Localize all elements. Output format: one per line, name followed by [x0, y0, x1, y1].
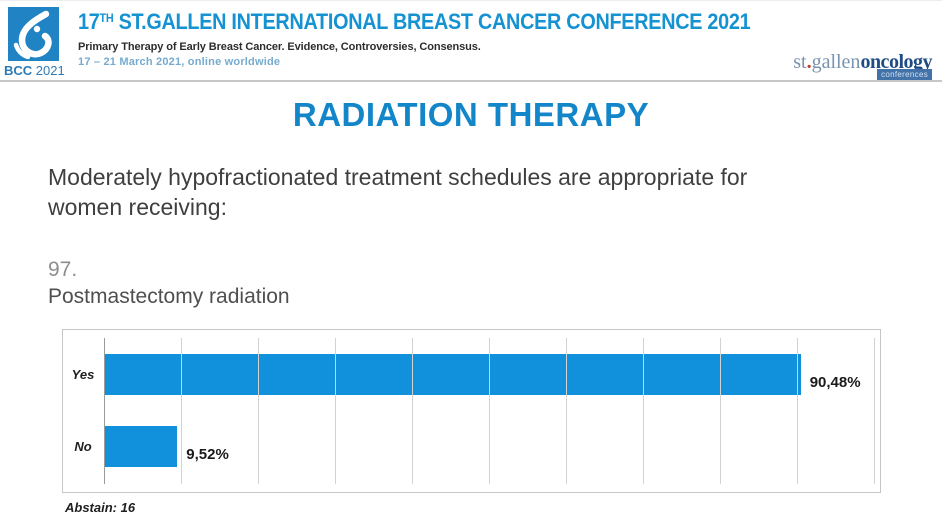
bar-yes	[104, 354, 801, 395]
gridline	[797, 338, 798, 484]
conference-title-ordinal: TH	[99, 11, 114, 25]
question-number: 97.	[48, 258, 78, 281]
gridline	[258, 338, 259, 484]
question-text: Moderately hypofractionated treatment sc…	[48, 162, 747, 222]
value-label-no: 9,52%	[186, 446, 229, 463]
org-name-oncology: oncology	[860, 51, 932, 73]
gridline	[720, 338, 721, 484]
conference-title-number: 17	[78, 9, 100, 34]
bcc-logo-abbr: BCC	[4, 63, 33, 78]
bcc-logo-caption: BCC 2021	[4, 63, 76, 78]
conference-title-text: ST.GALLEN INTERNATIONAL BREAST CANCER CO…	[113, 9, 751, 34]
gridline	[335, 338, 336, 484]
gridline	[412, 338, 413, 484]
conference-header: BCC 2021 17TH ST.GALLEN INTERNATIONAL BR…	[0, 1, 942, 82]
question-line-1: Moderately hypofractionated treatment sc…	[48, 164, 748, 190]
org-conferences-badge: conferences	[877, 69, 932, 80]
conference-title: 17TH ST.GALLEN INTERNATIONAL BREAST CANC…	[78, 9, 751, 35]
org-name-st: st	[793, 51, 807, 73]
org-name-gallen: gallen	[811, 51, 861, 73]
stgallen-oncology-logo: st.gallenoncology conferences	[793, 51, 932, 80]
conference-subtitle: Primary Therapy of Early Breast Cancer. …	[78, 41, 481, 53]
conference-title-block: 17TH ST.GALLEN INTERNATIONAL BREAST CANC…	[78, 9, 825, 68]
value-label-yes: 90,48%	[809, 374, 861, 391]
question-item-label: Postmastectomy radiation	[48, 285, 290, 308]
question-line-2: women receiving:	[48, 194, 227, 220]
plot-area: 90,48% 9,52%	[104, 338, 875, 484]
gridline	[566, 338, 567, 484]
conference-dates: 17 – 21 March 2021, online worldwide	[78, 56, 281, 68]
poll-bar-chart: Yes No 90,48% 9,52%	[62, 329, 881, 493]
bcc-logo-year: 2021	[35, 63, 65, 78]
bcc-logo-glyph	[13, 10, 52, 60]
slide-title: RADIATION THERAPY	[292, 96, 650, 133]
gridline	[489, 338, 490, 484]
abstain-note: Abstain: 16	[65, 500, 136, 515]
category-label-no: No	[74, 439, 92, 454]
org-name-dot: .	[806, 51, 812, 73]
category-label-yes: Yes	[71, 367, 95, 382]
gridline	[643, 338, 644, 484]
gridline	[181, 338, 182, 484]
y-axis-line	[104, 338, 105, 484]
gridline	[874, 338, 875, 484]
bar-no	[104, 426, 178, 467]
bcc-logo	[8, 7, 59, 61]
header-divider	[0, 80, 942, 82]
